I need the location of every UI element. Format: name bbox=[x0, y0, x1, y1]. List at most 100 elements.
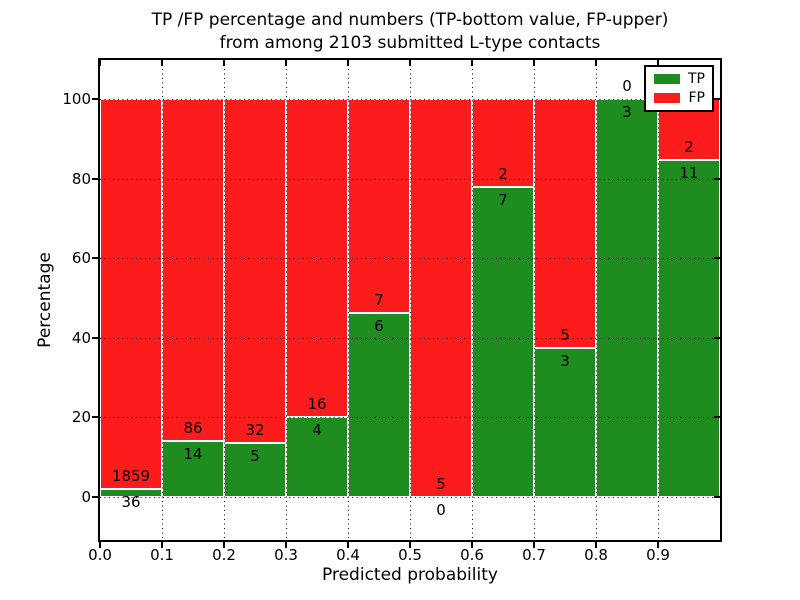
fp-count-label: 0 bbox=[622, 77, 632, 95]
x-tick-label: 0.2 bbox=[212, 546, 236, 564]
gridline-vertical bbox=[348, 60, 349, 540]
tp-count-label: 4 bbox=[312, 421, 322, 440]
gridline-vertical bbox=[658, 60, 659, 540]
y-tick-mark-right bbox=[714, 416, 720, 419]
fp-count-label: 1859 bbox=[111, 467, 151, 486]
x-tick-label: 0.7 bbox=[522, 546, 546, 564]
x-tick-label: 0.0 bbox=[88, 546, 112, 564]
gridline-vertical bbox=[534, 60, 535, 540]
x-tick-mark-top bbox=[99, 60, 101, 66]
y-tick-mark-right bbox=[714, 98, 720, 100]
tp-count-label: 6 bbox=[374, 317, 384, 336]
gridline-vertical bbox=[162, 60, 163, 540]
x-tick-mark-bottom bbox=[471, 542, 473, 548]
y-tick-label: 20 bbox=[71, 408, 91, 427]
x-tick-mark-top bbox=[223, 60, 225, 66]
gridline-vertical bbox=[224, 60, 225, 540]
tp-count-label: 11 bbox=[679, 164, 699, 183]
fp-count-label: 5 bbox=[560, 325, 570, 344]
x-tick-mark-top bbox=[347, 60, 349, 66]
x-tick-mark-bottom bbox=[99, 542, 101, 548]
legend-swatch-fp bbox=[654, 93, 680, 103]
x-axis-label: Predicted probability bbox=[322, 565, 498, 585]
tp-count-label: 3 bbox=[560, 351, 570, 370]
x-tick-mark-top bbox=[595, 60, 597, 66]
x-tick-label: 0.6 bbox=[460, 546, 484, 564]
gridline-vertical bbox=[472, 60, 473, 540]
y-tick-mark-left bbox=[92, 177, 98, 180]
y-tick-label: 0 bbox=[81, 488, 91, 506]
fp-count-label: 2 bbox=[684, 138, 694, 157]
fp-count-label: 86 bbox=[183, 419, 203, 438]
bar-tp-segment bbox=[348, 313, 410, 497]
y-tick-mark-right bbox=[714, 336, 720, 339]
x-tick-mark-bottom bbox=[533, 542, 535, 548]
bar-tp-segment bbox=[472, 187, 534, 497]
y-tick-label: 40 bbox=[71, 328, 91, 347]
x-tick-mark-bottom bbox=[285, 542, 287, 548]
x-tick-mark-top bbox=[161, 60, 163, 66]
tp-count-label: 14 bbox=[183, 445, 203, 464]
x-tick-mark-bottom bbox=[657, 542, 659, 548]
legend-label: FP bbox=[688, 90, 706, 106]
y-tick-mark-left bbox=[92, 257, 98, 260]
y-tick-mark-right bbox=[714, 177, 720, 180]
gridline-vertical bbox=[596, 60, 597, 540]
x-tick-mark-bottom bbox=[347, 542, 349, 548]
gridline-vertical bbox=[286, 60, 287, 540]
x-tick-mark-top bbox=[533, 60, 535, 66]
legend-swatch-tp bbox=[654, 74, 680, 84]
bar-fp-segment bbox=[162, 99, 224, 442]
x-tick-mark-top bbox=[285, 60, 287, 66]
bar-tp-segment bbox=[100, 489, 162, 497]
legend-label: TP bbox=[688, 71, 705, 87]
bar-tp-segment bbox=[596, 99, 658, 497]
tp-count-label: 7 bbox=[498, 191, 508, 210]
bar-fp-segment bbox=[348, 99, 410, 314]
fp-count-label: 16 bbox=[307, 395, 327, 414]
x-tick-label: 0.5 bbox=[398, 546, 422, 564]
x-tick-mark-bottom bbox=[223, 542, 225, 548]
y-tick-mark-left bbox=[92, 416, 98, 419]
x-tick-label: 0.1 bbox=[150, 546, 174, 564]
y-tick-mark-left bbox=[92, 496, 98, 498]
x-tick-mark-bottom bbox=[409, 542, 411, 548]
legend-row: FP bbox=[646, 91, 712, 105]
y-tick-label: 60 bbox=[71, 249, 91, 268]
bar-fp-segment bbox=[100, 99, 162, 490]
chart-title-line2: from among 2103 submitted L-type contact… bbox=[219, 33, 601, 53]
x-tick-label: 0.9 bbox=[646, 546, 670, 564]
bar-tp-segment bbox=[658, 160, 720, 497]
tp-count-label: 0 bbox=[436, 501, 446, 519]
gridline-vertical bbox=[410, 60, 411, 540]
fp-count-label: 32 bbox=[245, 421, 265, 440]
legend: TP FP bbox=[644, 65, 714, 112]
x-tick-label: 0.4 bbox=[336, 546, 360, 564]
fp-count-label: 2 bbox=[498, 165, 508, 184]
tp-count-label: 36 bbox=[121, 493, 141, 512]
plot-area: TP FP 1859 36 86 14 32 5 16 4 7 6 5 0 2 7 5 3 0 3 2 11 bbox=[92, 58, 722, 548]
x-tick-label: 0.3 bbox=[274, 546, 298, 564]
bar-tp-segment bbox=[534, 347, 596, 497]
fp-count-label: 7 bbox=[374, 291, 384, 310]
fp-count-label: 5 bbox=[436, 475, 446, 493]
x-tick-mark-bottom bbox=[161, 542, 163, 548]
x-tick-mark-top bbox=[409, 60, 411, 66]
y-tick-mark-right bbox=[714, 496, 720, 498]
bar-tp-segment bbox=[224, 443, 286, 497]
bar-fp-segment bbox=[534, 99, 596, 348]
x-tick-mark-top bbox=[471, 60, 473, 66]
y-tick-mark-left bbox=[92, 98, 98, 100]
y-tick-label: 100 bbox=[62, 90, 91, 108]
bar-fp-segment bbox=[410, 99, 472, 497]
y-tick-label: 80 bbox=[71, 169, 91, 188]
y-tick-mark-left bbox=[92, 336, 98, 339]
x-tick-mark-bottom bbox=[595, 542, 597, 548]
tp-count-label: 5 bbox=[250, 447, 260, 466]
y-tick-mark-right bbox=[714, 257, 720, 260]
x-tick-label: 0.8 bbox=[584, 546, 608, 564]
x-tick-mark-top bbox=[657, 60, 659, 66]
chart-title: TP /FP percentage and numbers (TP-bottom… bbox=[100, 9, 720, 55]
tp-count-label: 3 bbox=[622, 103, 632, 121]
